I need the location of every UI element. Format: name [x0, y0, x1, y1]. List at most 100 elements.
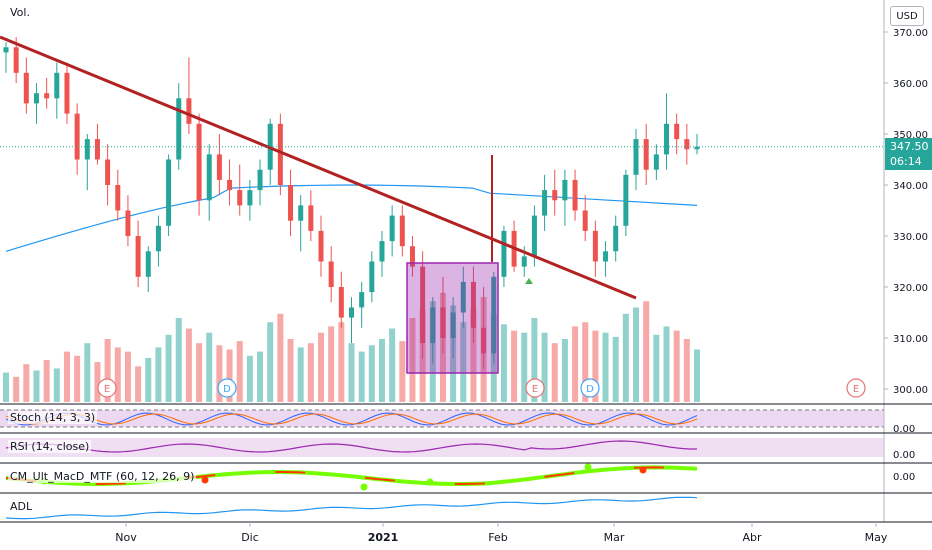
volume-bar [389, 328, 396, 402]
volume-bar [297, 347, 304, 402]
candle-body [531, 215, 537, 257]
candle-body [470, 281, 476, 328]
candle-body [135, 236, 141, 277]
macd-cross-dot [201, 476, 209, 484]
earnings-event-marker [525, 378, 545, 398]
volume-bar [460, 322, 467, 402]
candle-body [155, 225, 161, 252]
rsi-line [5, 440, 697, 453]
x-tick-label: Feb [488, 531, 507, 544]
candle-body [653, 154, 659, 170]
candle-body [460, 281, 466, 313]
candle-body [237, 190, 243, 206]
candle-body [186, 98, 192, 124]
last-price-tag: 347.50 06:14 [885, 138, 932, 170]
volume-bar [409, 318, 416, 402]
volume-bar [277, 313, 284, 402]
stoch-d-line [5, 413, 698, 425]
volume-bar [592, 330, 599, 402]
candle-body [318, 230, 324, 262]
candle-body [33, 93, 39, 104]
candle-body [359, 292, 365, 308]
volume-bar [551, 343, 558, 402]
candle-body [582, 210, 588, 231]
macd-cross-dot [426, 478, 434, 486]
candle-body [552, 190, 558, 201]
volume-bar [185, 328, 192, 402]
earnings-event-marker [846, 378, 866, 398]
candle-body [349, 307, 354, 318]
candle-body [54, 72, 60, 99]
volume-bar [633, 307, 640, 402]
candle-body [176, 98, 182, 160]
y-tick-label: 350.00 [893, 130, 928, 141]
volume-bar [368, 345, 375, 402]
candle-body [430, 307, 436, 344]
volume-bar [216, 345, 223, 402]
candle-body [623, 174, 629, 226]
volume-bar [531, 318, 538, 402]
x-tick-label: 2021 [368, 531, 399, 544]
highlight-box [406, 262, 499, 374]
candle-body [481, 327, 487, 354]
stoch-k-line [5, 412, 698, 426]
candle-body [216, 154, 222, 180]
macd-cross-dot [584, 463, 592, 471]
candle-body [328, 261, 334, 287]
y-tick-label: 320.00 [893, 283, 928, 294]
volume-bar [378, 339, 385, 402]
candle-body [542, 190, 548, 216]
volume-bar [155, 347, 162, 402]
candle-body [84, 139, 90, 160]
candle-body [420, 266, 426, 344]
candle-body [440, 307, 446, 338]
y-tick-label: 370.00 [893, 28, 928, 39]
candle-body [450, 312, 456, 338]
volume-bar [43, 360, 50, 402]
volume-bar [612, 336, 619, 402]
volume-bar [307, 343, 314, 402]
moving-average-line [5, 184, 698, 252]
adl-label: ADL [8, 500, 35, 513]
adl-line [5, 496, 698, 520]
volume-bar [23, 364, 30, 402]
candle-body [94, 139, 100, 160]
dividend-event-label: D [586, 384, 594, 395]
candle-body [572, 179, 578, 211]
volume-bar [348, 343, 355, 402]
stoch-band [0, 410, 884, 427]
candle-body [389, 215, 395, 242]
currency-button[interactable]: USD [890, 6, 924, 26]
candle-body [277, 123, 283, 185]
volume-bar [124, 351, 131, 402]
volume-bar [94, 362, 101, 402]
volume-bar [653, 334, 660, 402]
volume-bar [267, 322, 274, 402]
candle-body [633, 139, 639, 175]
volume-bar [165, 334, 172, 402]
candle-body [166, 159, 172, 226]
volume-bar [236, 341, 243, 402]
volume-bar [135, 366, 142, 402]
volume-bar [287, 339, 294, 402]
macd-axis-label: 0.00 [893, 472, 915, 483]
volume-bar [358, 351, 365, 402]
macd-cross-dot [360, 483, 368, 491]
bar-countdown: 06:14 [890, 155, 922, 168]
candle-body [247, 190, 253, 206]
volume-bar [175, 318, 182, 402]
candle-body [562, 179, 568, 201]
candle-body [491, 276, 497, 354]
volume-bar [196, 343, 203, 402]
candle-body [298, 205, 304, 221]
candle-body [44, 93, 50, 99]
rsi-axis-label: 0.00 [893, 450, 915, 461]
y-tick-label: 360.00 [893, 79, 928, 90]
volume-bar [63, 351, 70, 402]
trendline [0, 35, 637, 300]
volume-bar [511, 330, 518, 402]
dividend-event-label: D [223, 384, 231, 395]
volume-bar [470, 307, 477, 402]
candle-body [379, 241, 385, 262]
